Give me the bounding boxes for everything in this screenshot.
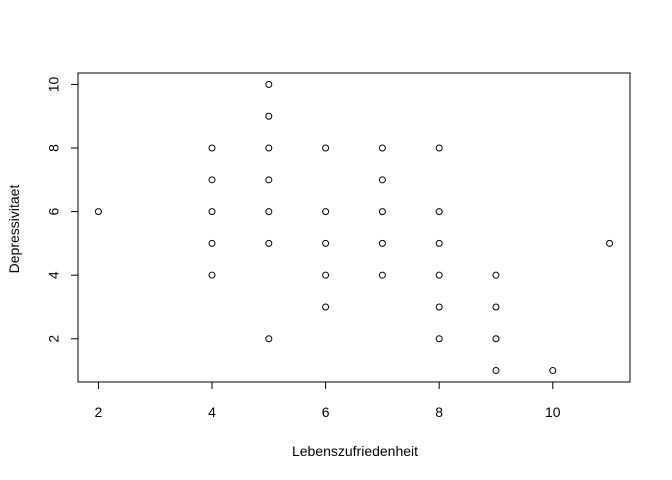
y-tick-label: 2 (46, 335, 62, 343)
y-tick-label: 10 (46, 76, 62, 92)
y-tick-label: 8 (46, 144, 62, 152)
data-point (208, 271, 216, 279)
data-point (265, 208, 273, 216)
data-point (378, 144, 386, 152)
data-point (378, 271, 386, 279)
data-point (435, 208, 443, 216)
data-point (435, 239, 443, 247)
data-point (492, 271, 500, 279)
data-point (208, 144, 216, 152)
x-axis: 2 4 6 8 10 (95, 381, 561, 420)
data-point (322, 303, 330, 311)
data-point (265, 335, 273, 343)
data-point (435, 335, 443, 343)
data-point (265, 80, 273, 88)
x-tick-label: 6 (322, 404, 330, 420)
y-tick-label: 4 (46, 271, 62, 279)
data-point (492, 335, 500, 343)
data-point (94, 208, 102, 216)
data-point (492, 303, 500, 311)
data-point (265, 176, 273, 184)
data-point (435, 271, 443, 279)
data-point (492, 367, 500, 375)
y-axis: 2 4 6 8 10 (46, 76, 79, 343)
x-tick-label: 8 (435, 404, 443, 420)
x-tick-label: 10 (545, 404, 561, 420)
data-point (265, 144, 273, 152)
x-tick-label: 2 (95, 404, 103, 420)
x-tick-label: 4 (208, 404, 216, 420)
data-point (435, 303, 443, 311)
data-point (322, 239, 330, 247)
data-point (322, 144, 330, 152)
data-point (549, 367, 557, 375)
data-point (208, 239, 216, 247)
data-points (94, 80, 614, 375)
plot-frame (77, 72, 631, 383)
y-tick-label: 6 (46, 208, 62, 216)
data-point (265, 239, 273, 247)
data-point (378, 176, 386, 184)
data-point (322, 271, 330, 279)
data-point (378, 208, 386, 216)
data-point (435, 144, 443, 152)
data-point (208, 208, 216, 216)
data-point (265, 112, 273, 120)
x-axis-title: Lebenszufriedenheit (292, 443, 418, 459)
data-point (378, 239, 386, 247)
data-point (208, 176, 216, 184)
data-point (606, 239, 614, 247)
data-point (322, 208, 330, 216)
y-axis-title: Depressivitaet (6, 185, 22, 274)
